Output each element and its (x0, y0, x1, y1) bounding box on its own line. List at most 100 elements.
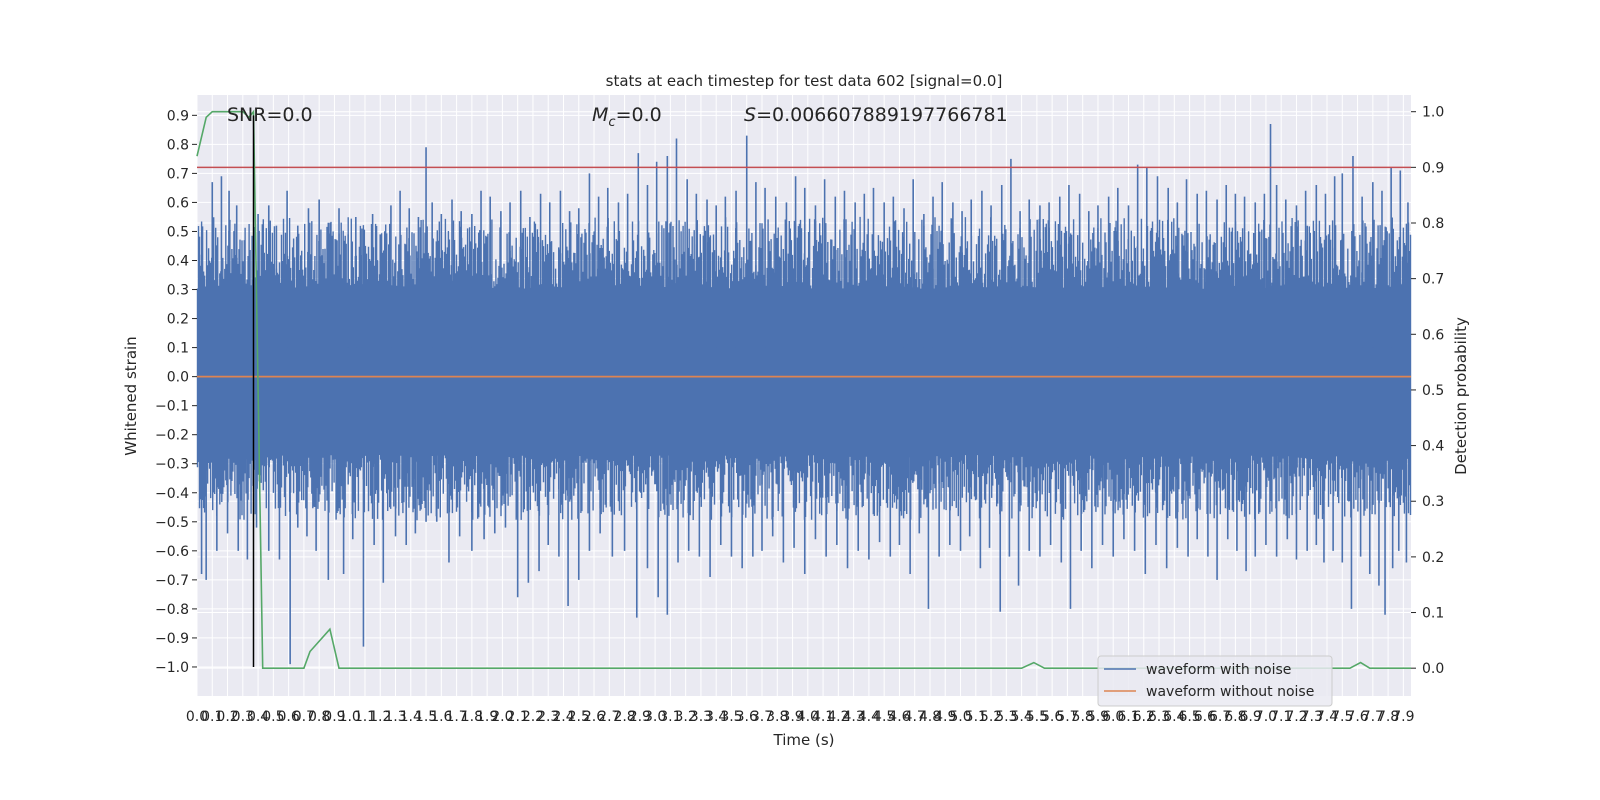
x-tick-label: 2.2 (522, 709, 544, 725)
x-tick-label: 1.7 (445, 709, 467, 725)
x-tick-label: 4.3 (842, 709, 864, 725)
x-tick-label: 7.8 (1377, 709, 1399, 725)
chart-title: stats at each timestep for test data 602… (606, 72, 1003, 90)
x-tick-label: 3.1 (659, 709, 681, 725)
x-tick-label: 5.8 (1072, 709, 1094, 725)
y-tick-label: −0.3 (155, 457, 189, 473)
y-tick-label: −0.1 (155, 399, 189, 415)
series-waveform-with-noise (196, 124, 1412, 665)
x-tick-label: 6.0 (1102, 709, 1124, 725)
x-tick-label: 7.2 (1285, 709, 1307, 725)
y-tick-label: 0.2 (167, 312, 189, 328)
x-tick-label: 2.1 (507, 709, 529, 725)
x-tick-label: 6.7 (1209, 709, 1231, 725)
x-tick-label: 0.5 (262, 709, 284, 725)
x-tick-label: 1.0 (339, 709, 361, 725)
x-tick-label: 6.4 (1163, 709, 1185, 725)
x-tick-label: 2.3 (537, 709, 559, 725)
x-tick-label: 4.0 (797, 709, 819, 725)
x-tick-label: 3.5 (720, 709, 742, 725)
y2-axis-ticks: 1.0 0.9 0.8 0.7 0.6 0.5 0.4 0.3 0.2 0.1 0.0 (1411, 105, 1444, 677)
x-tick-label: 0.1 (201, 709, 223, 725)
x-tick-label: 3.4 (705, 709, 727, 725)
x-tick-label: 4.2 (827, 709, 849, 725)
y2-tick-label: 0.2 (1422, 550, 1444, 566)
y2-tick-label: 1.0 (1422, 105, 1444, 121)
y2-tick-label: 0.3 (1422, 494, 1444, 510)
y2-tick-label: 0.0 (1422, 661, 1444, 677)
legend-label-clean: waveform without noise (1146, 684, 1314, 700)
legend: waveform with noise waveform without noi… (1097, 655, 1333, 707)
y-tick-label: −0.4 (155, 486, 189, 502)
x-tick-label: 3.9 (781, 709, 803, 725)
x-tick-label: 4.1 (812, 709, 834, 725)
x-tick-label: 2.6 (583, 709, 605, 725)
x-tick-label: 7.7 (1362, 709, 1384, 725)
x-tick-label: 3.0 (644, 709, 666, 725)
x-tick-label: 5.9 (1087, 709, 1109, 725)
x-tick-label: 2.8 (613, 709, 635, 725)
x-tick-label: 6.3 (1148, 709, 1170, 725)
x-tick-label: 1.3 (384, 709, 406, 725)
x-tick-label: 3.8 (766, 709, 788, 725)
x-tick-label: 4.8 (919, 709, 941, 725)
y-tick-label: −0.2 (155, 428, 189, 444)
mc-value: =0.0 (616, 104, 662, 126)
y-tick-label: 0.8 (167, 137, 189, 153)
y-tick-label: 0.1 (167, 341, 189, 357)
x-tick-label: 4.5 (873, 709, 895, 725)
x-tick-label: 7.9 (1392, 709, 1414, 725)
x-tick-label: 7.4 (1316, 709, 1338, 725)
x-tick-label: 7.0 (1255, 709, 1277, 725)
noise-waveform (196, 216, 1412, 521)
x-tick-label: 2.9 (629, 709, 651, 725)
y2-tick-label: 0.9 (1422, 160, 1444, 176)
x-tick-label: 3.6 (736, 709, 758, 725)
x-tick-label: 1.5 (415, 709, 437, 725)
s-value: =0.006607889197766781 (756, 104, 1008, 126)
x-tick-label: 5.1 (965, 709, 987, 725)
x-tick-label: 7.3 (1301, 709, 1323, 725)
snr-annotation: SNR=0.0 (227, 104, 313, 126)
y-tick-label: 0.5 (167, 224, 189, 240)
y-axis-label: Whitened strain (122, 336, 140, 455)
y-tick-label: 0.6 (167, 195, 189, 211)
x-tick-label: 2.0 (491, 709, 513, 725)
x-tick-label: 5.6 (1041, 709, 1063, 725)
y2-tick-label: 0.5 (1422, 383, 1444, 399)
y2-axis-label: Detection probability (1452, 317, 1470, 475)
x-tick-label: 0.3 (232, 709, 254, 725)
x-tick-label: 0.7 (293, 709, 315, 725)
y-tick-label: −0.8 (155, 602, 189, 618)
x-tick-label: 0.4 (247, 709, 269, 725)
x-tick-label: 6.2 (1133, 709, 1155, 725)
x-tick-label: 3.2 (675, 709, 697, 725)
y-tick-label: 0.7 (167, 166, 189, 182)
x-tick-label: 0.6 (277, 709, 299, 725)
x-tick-label: 1.8 (461, 709, 483, 725)
x-tick-label: 5.5 (1026, 709, 1048, 725)
x-tick-label: 1.6 (430, 709, 452, 725)
x-tick-label: 0.8 (308, 709, 330, 725)
x-tick-label: 4.7 (904, 709, 926, 725)
x-tick-label: 7.1 (1270, 709, 1292, 725)
x-tick-label: 4.6 (888, 709, 910, 725)
y-axis-ticks: 0.9 0.8 0.7 0.6 0.5 0.4 0.3 0.2 0.1 0.0 −0.1 −0.2 −0… (155, 108, 197, 676)
x-axis-label: Time (s) (773, 731, 835, 749)
y-tick-label: 0.4 (167, 253, 189, 269)
x-tick-label: 6.9 (1240, 709, 1262, 725)
x-tick-label: 6.1 (1117, 709, 1139, 725)
x-tick-label: 1.2 (369, 709, 391, 725)
x-tick-label: 5.0 (949, 709, 971, 725)
legend-box (1097, 655, 1333, 707)
x-tick-label: 0.9 (323, 709, 345, 725)
x-tick-label: 2.5 (568, 709, 590, 725)
x-tick-label: 3.3 (690, 709, 712, 725)
y2-tick-label: 0.7 (1422, 272, 1444, 288)
x-tick-label: 4.4 (858, 709, 880, 725)
x-tick-label: 5.4 (1010, 709, 1032, 725)
y-tick-label: 0.0 (167, 370, 189, 386)
y2-tick-label: 0.6 (1422, 327, 1444, 343)
x-tick-label: 2.4 (552, 709, 574, 725)
y-tick-label: 0.9 (167, 108, 189, 124)
